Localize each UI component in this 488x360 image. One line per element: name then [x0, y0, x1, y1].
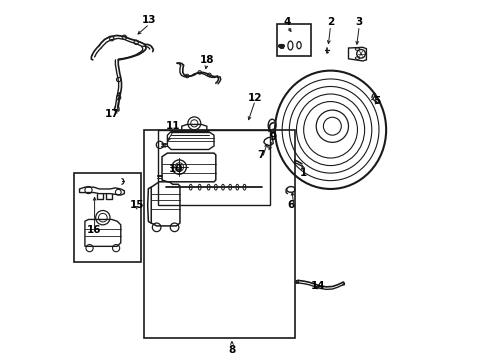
Text: 12: 12 — [247, 93, 262, 103]
Bar — [158, 130, 269, 205]
Text: 3: 3 — [355, 17, 362, 27]
Text: 5: 5 — [373, 96, 380, 106]
Text: 8: 8 — [228, 345, 235, 355]
Bar — [144, 130, 294, 338]
Text: 13: 13 — [142, 15, 156, 26]
Text: 6: 6 — [287, 200, 294, 210]
Text: 16: 16 — [86, 225, 101, 235]
Text: 14: 14 — [310, 281, 325, 291]
Text: 4: 4 — [283, 17, 291, 27]
Bar — [74, 173, 140, 262]
Text: 15: 15 — [129, 200, 144, 210]
Text: 7: 7 — [256, 150, 264, 160]
Text: 9: 9 — [269, 132, 276, 142]
Text: 10: 10 — [169, 164, 183, 174]
Bar — [276, 24, 310, 56]
Text: 18: 18 — [199, 55, 214, 65]
Text: 2: 2 — [326, 17, 333, 27]
Text: 1: 1 — [300, 168, 306, 178]
Text: 11: 11 — [165, 121, 180, 131]
Text: 17: 17 — [104, 109, 119, 119]
